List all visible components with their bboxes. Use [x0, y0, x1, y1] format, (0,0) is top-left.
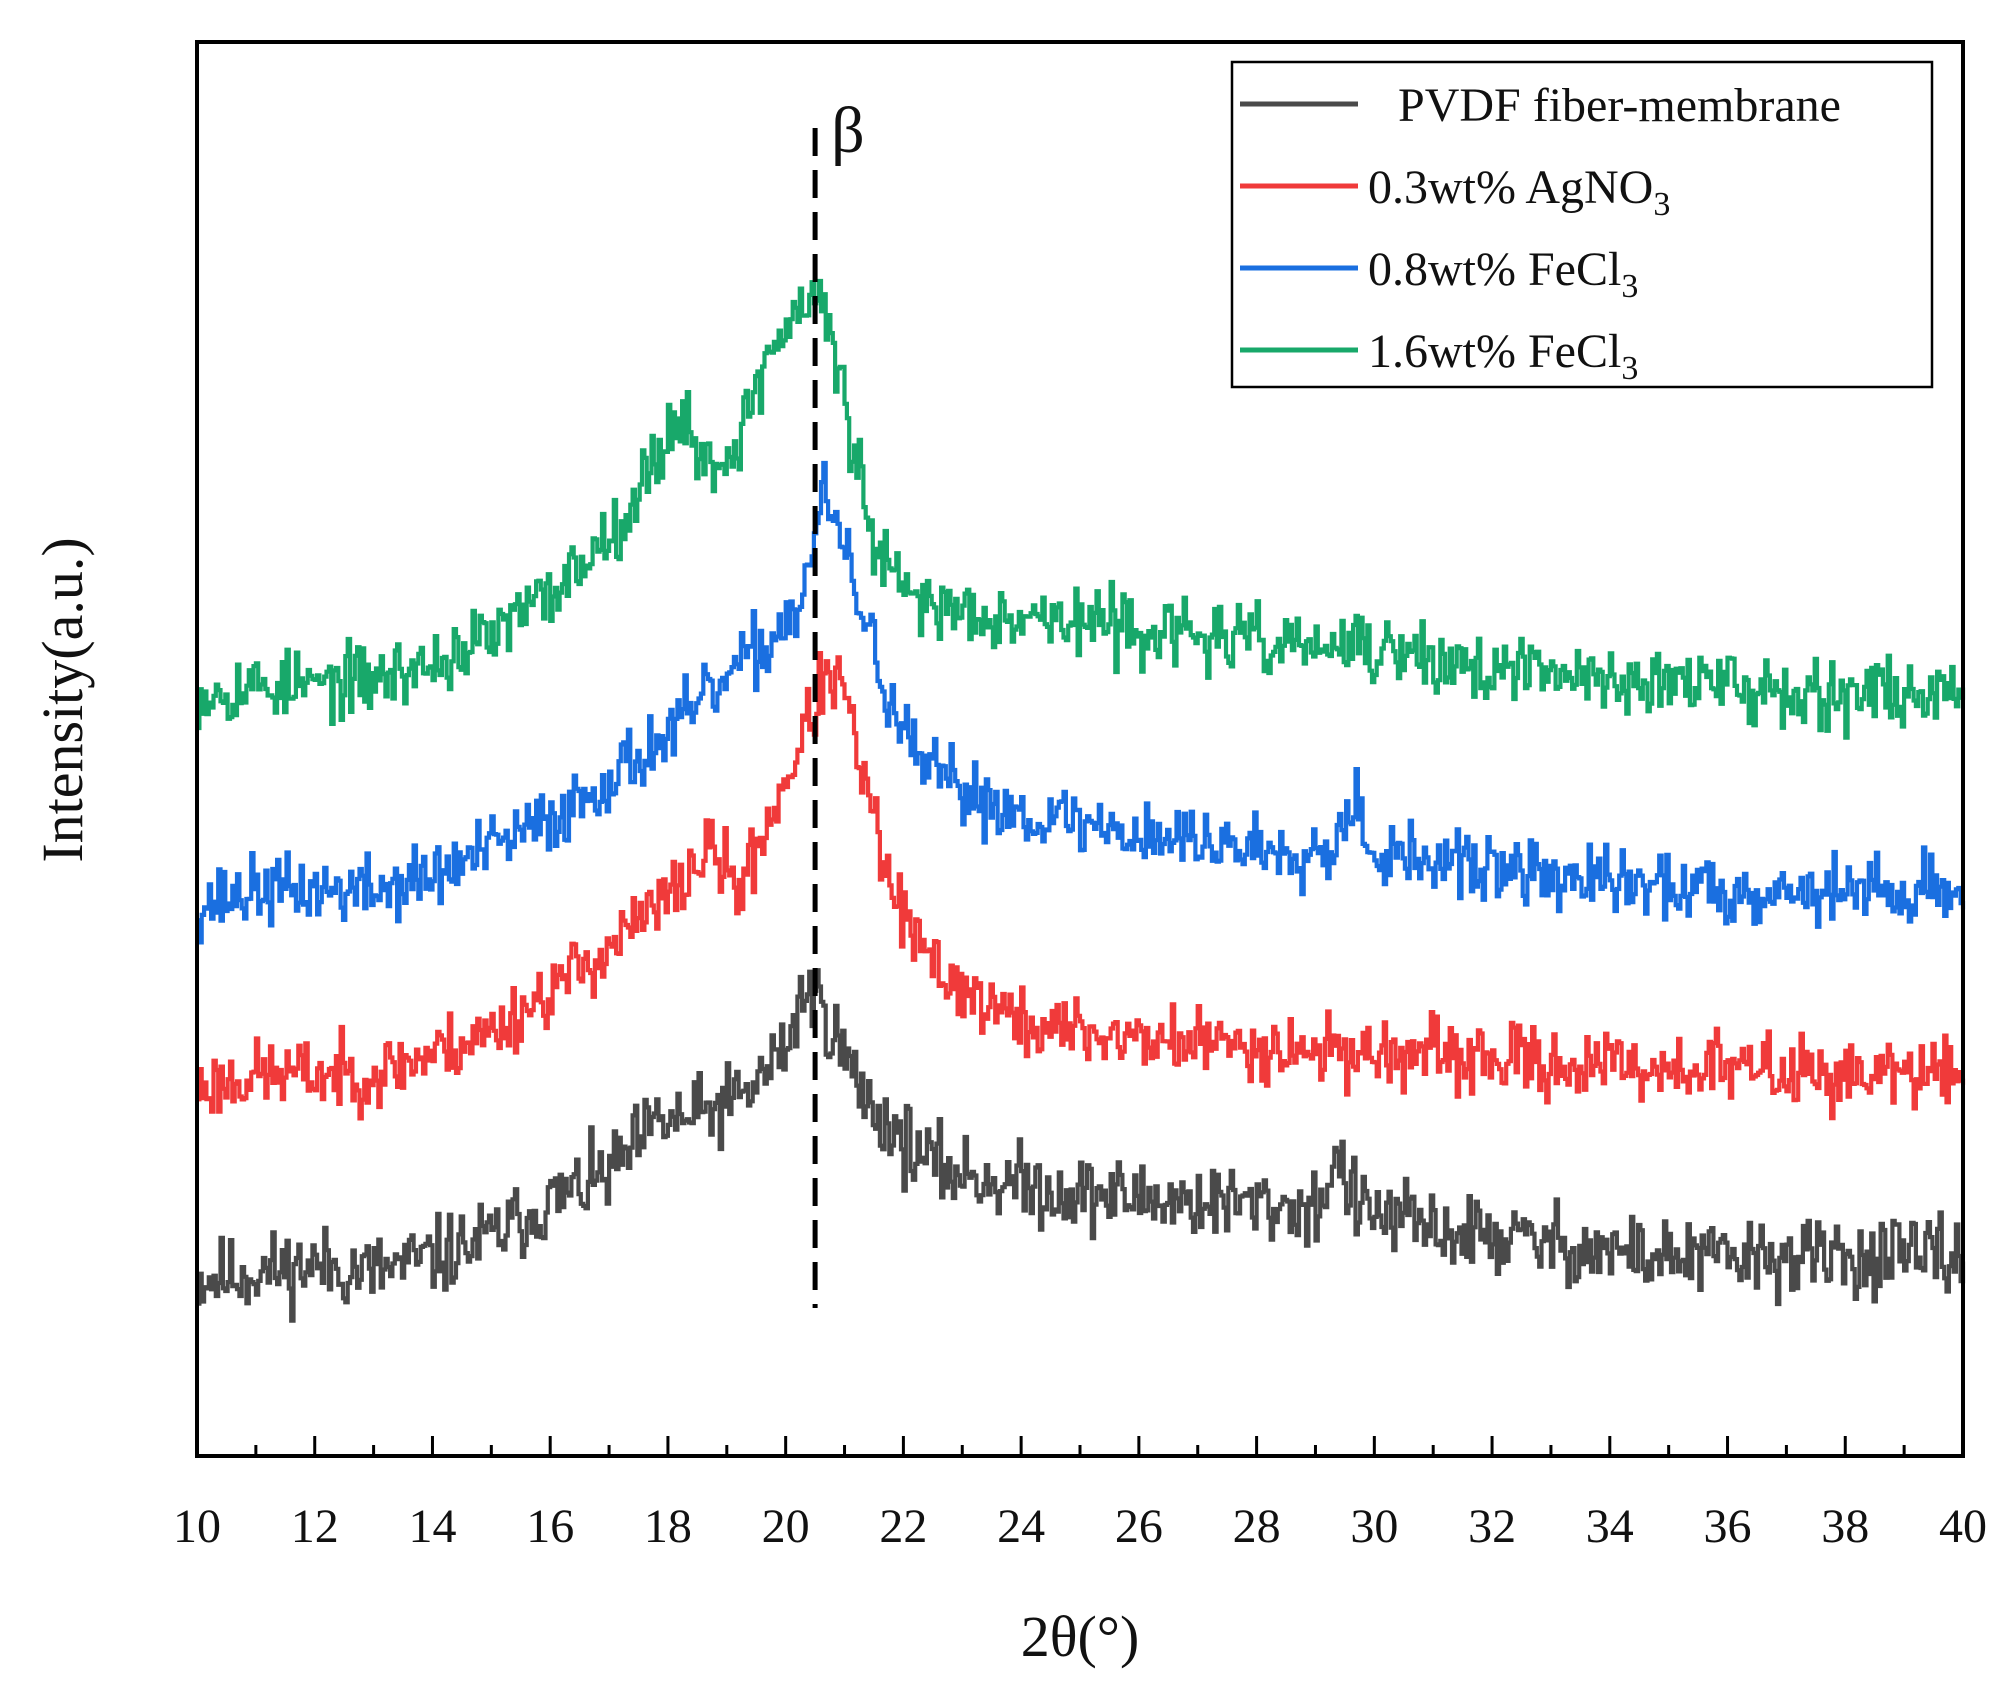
x-tick-label: 14	[408, 1500, 456, 1553]
series-line-3	[197, 460, 1966, 945]
legend-box	[1230, 60, 1934, 389]
x-tick-label: 38	[1821, 1500, 1869, 1553]
legend: PVDF fiber-membrane 0.3wt% AgNO3 0.8wt% Fe…	[1230, 60, 1934, 389]
x-tick-label: 16	[526, 1500, 574, 1553]
legend-label-4: 1.6wt% FeCl3	[1368, 325, 1638, 387]
x-tick-label: 22	[879, 1500, 927, 1553]
x-axis-ticks	[195, 1436, 1965, 1456]
x-axis-tick-labels: 10 12 14 16 18 20 22 24 26 28 30 32 34 36 38 40	[173, 1500, 1987, 1553]
series-line-4	[197, 278, 1966, 740]
x-tick-label: 12	[291, 1500, 339, 1553]
legend-label-1: PVDF fiber-membrane	[1398, 79, 1841, 132]
beta-peak-label: β	[831, 94, 865, 167]
x-tick-label: 20	[762, 1500, 810, 1553]
legend-label-2: 0.3wt% AgNO3	[1368, 161, 1670, 223]
x-tick-label: 36	[1704, 1500, 1752, 1553]
legend-label-3: 0.8wt% FeCl3	[1368, 243, 1638, 305]
x-tick-label: 26	[1115, 1500, 1163, 1553]
y-axis-title: Intensity(a.u.)	[30, 537, 95, 862]
x-tick-label: 18	[644, 1500, 692, 1553]
series-line-2	[197, 651, 1966, 1121]
series-line-1	[197, 968, 1966, 1323]
x-tick-label: 24	[997, 1500, 1045, 1553]
x-tick-label: 28	[1233, 1500, 1281, 1553]
x-tick-label: 40	[1939, 1500, 1987, 1553]
x-tick-label: 10	[173, 1500, 221, 1553]
series-layer	[197, 278, 1966, 1323]
x-tick-label: 34	[1586, 1500, 1634, 1553]
x-axis-title: 2θ(°)	[1021, 1604, 1140, 1669]
x-tick-label: 32	[1468, 1500, 1516, 1553]
x-tick-label: 30	[1350, 1500, 1398, 1553]
